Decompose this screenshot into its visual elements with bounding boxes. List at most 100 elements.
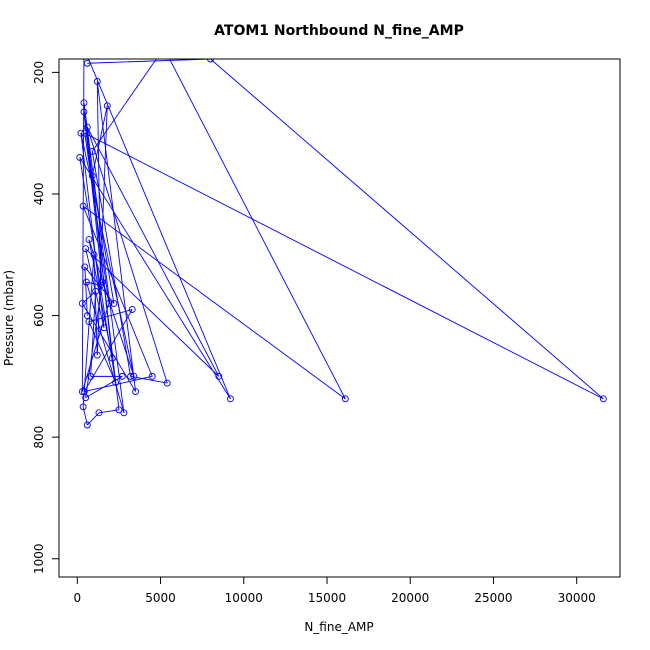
data-point xyxy=(207,59,214,63)
data-point xyxy=(110,299,118,307)
y-axis: 200 400 600 800 1000 xyxy=(32,61,60,574)
y-tick-label: 600 xyxy=(32,304,46,327)
data-point xyxy=(599,395,607,403)
data-point xyxy=(93,78,101,85)
series-line-segment xyxy=(169,59,346,400)
y-tick-label: 200 xyxy=(32,61,46,84)
series-line-segment xyxy=(84,266,88,316)
chart-title: ATOM1 Northbound N_fine_AMP xyxy=(214,23,464,39)
data-point xyxy=(103,102,111,110)
series-line-segment xyxy=(88,239,113,359)
data-point xyxy=(92,287,100,295)
data-point xyxy=(98,278,106,286)
data-point xyxy=(76,154,84,161)
x-axis: 0 5000 10000 15000 20000 25000 30000 xyxy=(73,576,596,605)
series-line-segment xyxy=(84,266,115,304)
series-line-segment xyxy=(82,254,95,407)
data-point xyxy=(79,202,87,210)
x-tick-label: 20000 xyxy=(391,591,429,605)
y-tick-label: 1000 xyxy=(32,543,46,574)
series-line-segment xyxy=(82,205,153,377)
data-point xyxy=(112,378,120,386)
series-line-segment xyxy=(210,59,604,400)
data-point xyxy=(100,324,108,332)
data-point xyxy=(78,299,86,307)
data-point xyxy=(118,372,126,380)
series-line-segment xyxy=(79,157,231,400)
data-point xyxy=(80,108,88,116)
data-point xyxy=(78,388,86,396)
series-layer xyxy=(76,45,607,429)
data-point xyxy=(85,236,93,244)
data-point xyxy=(115,406,123,414)
x-tick-label: 0 xyxy=(73,591,81,605)
data-point xyxy=(83,278,90,286)
data-point xyxy=(77,129,85,137)
data-point xyxy=(227,395,234,403)
series-line-segment xyxy=(91,59,157,152)
data-point xyxy=(82,394,90,402)
data-point xyxy=(85,318,93,326)
data-point xyxy=(95,409,103,417)
series-line-segment xyxy=(90,291,97,377)
data-point xyxy=(88,147,96,155)
series-line-segment xyxy=(96,81,137,392)
x-tick-label: 15000 xyxy=(308,591,346,605)
data-point xyxy=(81,45,87,51)
series-line-segment xyxy=(96,105,108,356)
plot-area xyxy=(76,45,607,429)
data-point xyxy=(93,351,101,359)
series-line-segment xyxy=(80,133,135,377)
x-tick-label: 30000 xyxy=(558,591,596,605)
data-point xyxy=(79,403,87,411)
data-point xyxy=(127,372,135,380)
series-line-segment xyxy=(91,175,115,304)
data-point xyxy=(81,263,89,271)
data-point xyxy=(88,172,96,180)
series-line-segment xyxy=(83,309,133,392)
y-tick-label: 400 xyxy=(32,183,46,206)
x-axis-label: N_fine_AMP xyxy=(304,620,373,634)
series-line-segment xyxy=(86,412,100,426)
data-point xyxy=(128,306,136,313)
y-tick-label: 800 xyxy=(32,426,46,449)
plot-frame xyxy=(58,58,621,578)
series-line-segment xyxy=(87,59,211,64)
data-point xyxy=(130,372,138,380)
data-point xyxy=(87,372,95,380)
data-point xyxy=(83,59,91,67)
series-line-segment xyxy=(93,254,98,356)
series-line-segment xyxy=(88,239,135,377)
data-point xyxy=(82,245,90,253)
series-line-segment xyxy=(81,59,85,392)
data-point xyxy=(148,372,156,380)
series-line-segment xyxy=(88,59,231,400)
series-line-segment xyxy=(91,105,108,176)
data-point xyxy=(80,99,88,107)
data-point xyxy=(341,395,349,403)
data-point xyxy=(83,312,91,320)
data-point xyxy=(163,379,171,387)
data-point xyxy=(132,388,140,396)
x-tick-label: 5000 xyxy=(145,591,176,605)
series-line-segment xyxy=(86,282,125,413)
data-point xyxy=(120,409,128,417)
series-line-segment xyxy=(86,126,168,384)
series-line-segment xyxy=(86,281,101,286)
data-point xyxy=(161,45,167,51)
x-tick-label: 25000 xyxy=(474,591,512,605)
series-line-segment xyxy=(84,132,604,400)
y-axis-label: Pressure (mbar) xyxy=(2,270,16,366)
data-point xyxy=(81,129,89,137)
x-tick-label: 10000 xyxy=(225,591,263,605)
data-point xyxy=(83,421,91,429)
data-point xyxy=(83,123,91,131)
data-point xyxy=(215,372,223,380)
series-line-segment xyxy=(86,126,220,377)
series-line-segment xyxy=(81,303,136,392)
data-point xyxy=(90,251,98,259)
data-point xyxy=(105,299,113,307)
series-line-segment xyxy=(82,205,346,400)
data-point xyxy=(108,354,116,362)
